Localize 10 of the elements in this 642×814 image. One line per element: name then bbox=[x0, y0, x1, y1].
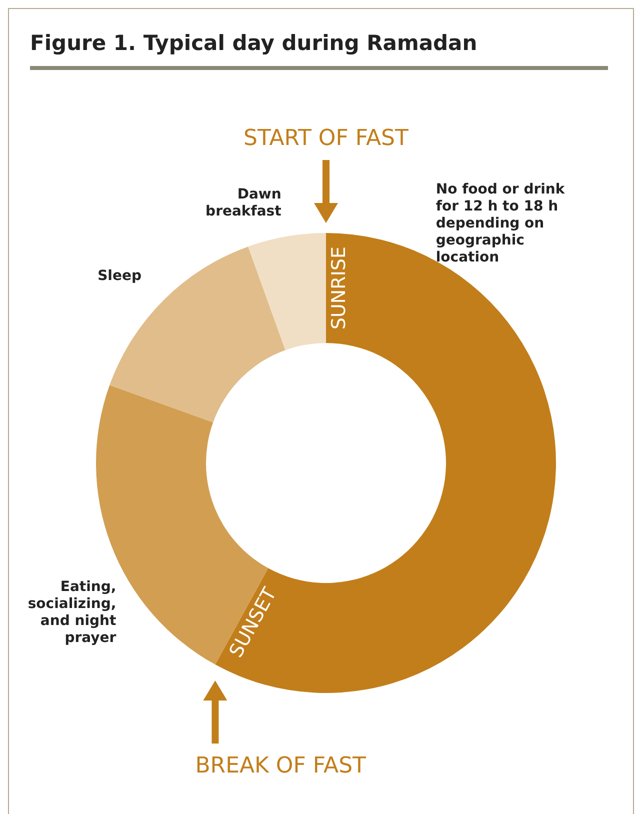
text: SUNRISE bbox=[328, 246, 350, 330]
donut-slice bbox=[248, 233, 326, 350]
text: BREAK OF FAST bbox=[195, 754, 367, 779]
slice-label: No food or drink for 12 h to 18 h depending on geographic location bbox=[436, 181, 566, 266]
text: START OF FAST bbox=[244, 126, 410, 151]
slice-label: Eating, socializing, and night prayer bbox=[28, 579, 116, 646]
donut-slice bbox=[215, 233, 556, 693]
chart-title: Figure 1. Typical day during Ramadan bbox=[30, 31, 478, 55]
slice-label: Dawn breakfast bbox=[206, 186, 282, 220]
slice-label: Sleep bbox=[98, 268, 142, 284]
